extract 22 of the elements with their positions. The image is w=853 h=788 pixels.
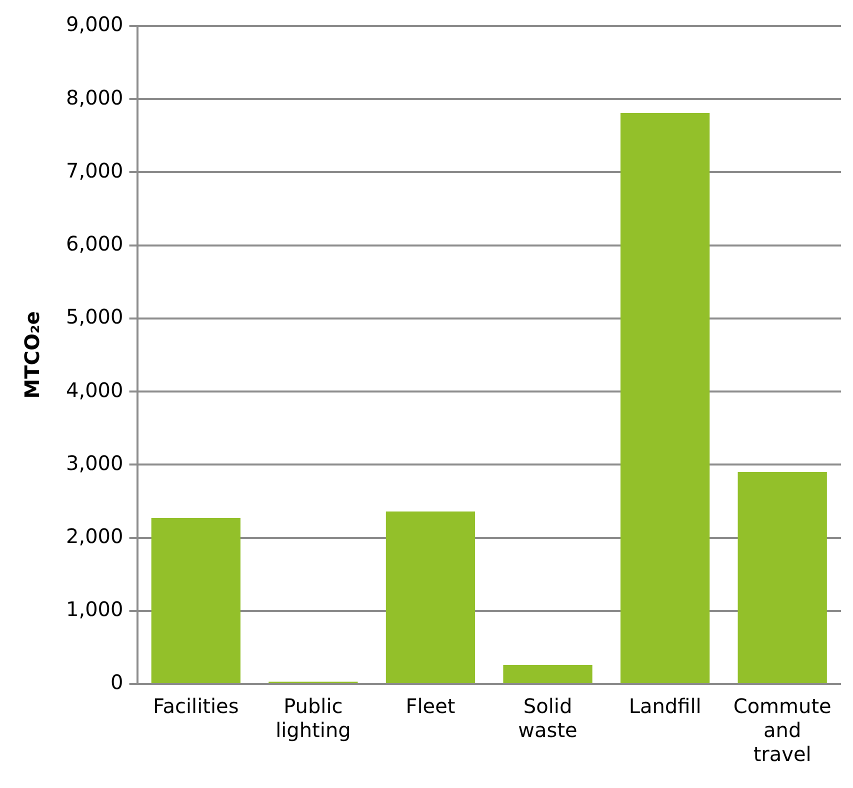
- y-tick-label: 7,000: [66, 158, 124, 182]
- y-tick-label: 1,000: [66, 597, 124, 622]
- bar: [386, 511, 476, 683]
- y-axis-title: MTCO₂e: [20, 311, 44, 399]
- x-tick-label: Facilities: [153, 694, 239, 718]
- x-tick-label: Public lighting: [276, 694, 351, 742]
- x-tick-label: Landfill: [628, 694, 702, 718]
- x-tick-label: Solid waste: [518, 694, 578, 742]
- x-tick-label: Fleet: [406, 694, 456, 718]
- y-tick-label: 4,000: [66, 378, 124, 402]
- y-tick-label: 0: [110, 670, 124, 694]
- y-tick-label: 9,000: [66, 12, 124, 36]
- y-tick-label: 3,000: [66, 450, 124, 475]
- y-tick-label: 2,000: [66, 524, 124, 548]
- y-tick-label: 5,000: [66, 304, 124, 329]
- y-tick-label: 8,000: [66, 85, 124, 110]
- bar: [503, 664, 592, 683]
- x-tick-label: Commute and travel: [733, 694, 832, 766]
- y-tick-label: 6,000: [66, 232, 124, 256]
- bar: [151, 518, 240, 683]
- bar: [620, 113, 710, 683]
- bar: [738, 472, 827, 683]
